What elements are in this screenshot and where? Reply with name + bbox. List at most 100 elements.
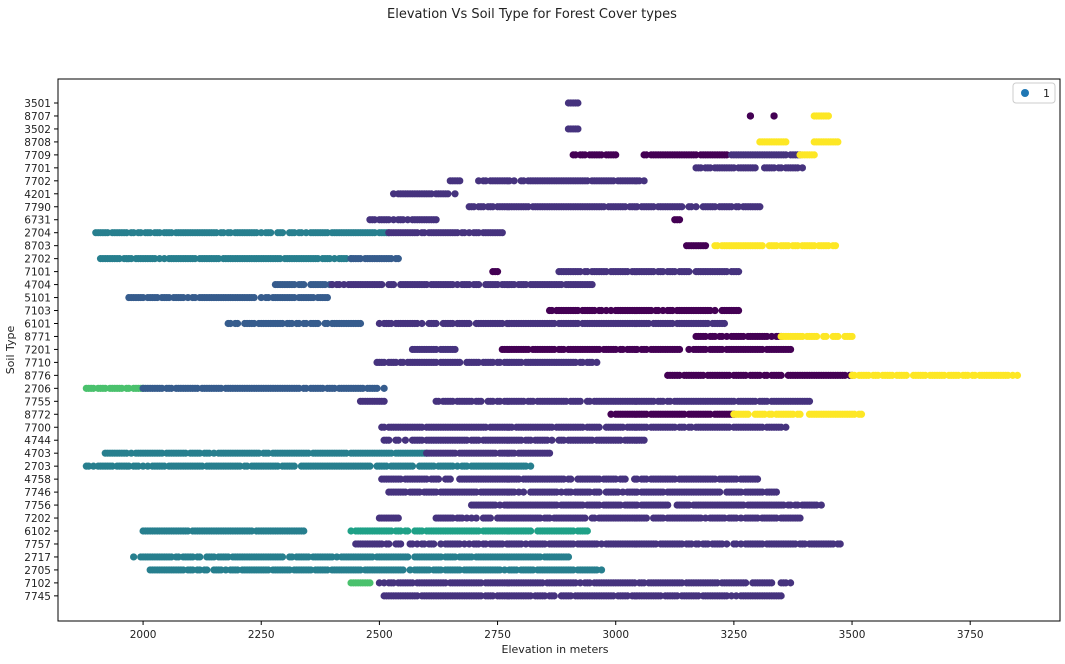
data-point: [404, 553, 412, 561]
data-point: [796, 514, 804, 522]
y-tick-label: 8776: [24, 370, 51, 382]
data-point: [366, 579, 374, 587]
data-point: [588, 280, 596, 289]
data-point: [777, 592, 785, 600]
data-point: [451, 345, 459, 354]
data-point: [902, 371, 910, 379]
data-point: [746, 112, 755, 120]
x-axis-label: Elevation in meters: [502, 643, 609, 656]
data-point: [444, 190, 452, 198]
chart-title: Elevation Vs Soil Type for Forest Cover …: [387, 7, 677, 22]
data-point: [498, 229, 506, 237]
data-point: [394, 436, 402, 444]
data-point: [475, 280, 483, 289]
data-point: [130, 553, 138, 561]
y-tick-label: 4703: [24, 448, 51, 460]
x-tick-label: 2250: [248, 629, 275, 641]
data-point: [399, 566, 407, 574]
data-point: [834, 332, 842, 341]
data-point: [465, 319, 473, 328]
x-tick-label: 3750: [957, 629, 984, 641]
data-point: [817, 501, 825, 509]
data-point: [812, 332, 821, 341]
y-tick-label: 8771: [24, 331, 51, 343]
data-point: [527, 527, 535, 535]
data-point: [756, 203, 764, 211]
data-point: [574, 99, 582, 107]
data-point: [581, 514, 589, 522]
data-point: [456, 177, 464, 185]
y-tick-label: 7746: [24, 487, 51, 499]
y-tick-label: 8772: [24, 409, 51, 421]
data-point: [373, 384, 381, 392]
y-tick-label: 4201: [24, 189, 51, 201]
y-tick-label: 6731: [24, 215, 51, 227]
data-point: [493, 268, 502, 276]
data-point: [595, 488, 603, 496]
data-point: [574, 125, 582, 133]
data-point: [430, 540, 438, 548]
data-point: [527, 462, 535, 470]
data-point: [203, 566, 211, 574]
y-tick-label: 3501: [24, 98, 51, 110]
data-point: [576, 397, 584, 405]
x-tick-label: 3250: [721, 629, 748, 641]
data-point: [834, 138, 842, 146]
x-axis: 2000 2250 2500 2750 3000 3250 3500 3750: [130, 621, 984, 641]
data-point: [612, 151, 620, 159]
data-point: [640, 436, 648, 444]
y-tick-label: 2704: [24, 228, 51, 240]
y-tick-label: 7102: [24, 578, 51, 590]
y-axis-label: Soil Type: [4, 325, 17, 374]
data-point: [456, 358, 464, 366]
data-point: [678, 203, 686, 211]
y-tick-label: 2717: [24, 552, 51, 564]
legend-marker: [1021, 89, 1029, 97]
data-point: [597, 566, 606, 574]
points-layer: [82, 99, 1022, 600]
data-point: [486, 514, 495, 522]
data-point: [675, 216, 684, 224]
y-tick-label: 4758: [24, 474, 51, 486]
data-point: [278, 553, 287, 561]
data-point: [510, 177, 518, 185]
data-point: [385, 540, 393, 548]
data-point: [418, 319, 426, 328]
y-tick-label: 7757: [24, 539, 51, 551]
y-tick-label: 7745: [24, 591, 51, 603]
data-point: [472, 514, 480, 522]
data-point: [446, 475, 454, 483]
data-point: [394, 255, 402, 263]
data-point: [701, 242, 710, 250]
y-tick-label: 8708: [24, 137, 51, 149]
data-point: [735, 306, 743, 315]
plot-area-frame: [57, 78, 1061, 622]
y-tick-label: 4744: [24, 435, 51, 447]
data-point: [758, 242, 766, 250]
data-point: [786, 579, 795, 587]
data-point: [432, 319, 440, 328]
data-point: [824, 112, 833, 120]
data-point: [550, 592, 558, 600]
data-point: [519, 488, 528, 496]
y-tick-label: 4704: [24, 280, 51, 292]
y-tick-label: 7202: [24, 513, 51, 525]
y-axis: 3501870735028708770977017702420177906731…: [24, 98, 58, 603]
data-point: [768, 579, 776, 587]
y-tick-label: 7103: [24, 306, 51, 318]
data-point: [753, 475, 762, 483]
data-point: [548, 436, 556, 444]
data-point: [735, 268, 743, 276]
data-point: [290, 462, 298, 470]
x-tick-label: 2000: [130, 629, 157, 641]
data-point: [742, 579, 750, 587]
data-point: [567, 475, 575, 483]
y-tick-label: 7101: [24, 267, 51, 279]
legend-frame: [1012, 82, 1056, 104]
y-tick-label: 5101: [24, 293, 51, 305]
data-point: [394, 514, 402, 522]
data-point: [434, 475, 443, 483]
y-tick-label: 8707: [24, 111, 51, 123]
